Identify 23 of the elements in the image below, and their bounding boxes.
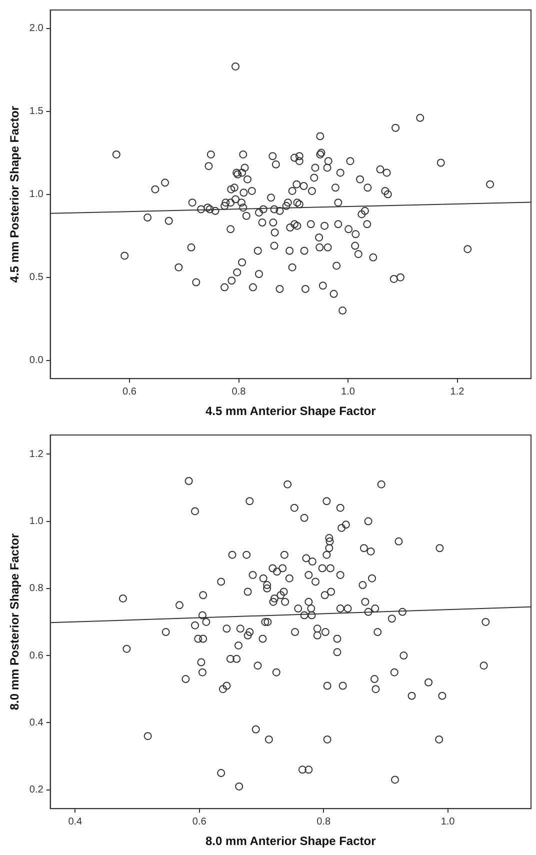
y-tick-label: 0.8 <box>29 583 44 594</box>
y-tick-label: 1.5 <box>29 106 44 118</box>
y-tick-label: 0.5 <box>29 272 44 284</box>
x-tick-label: 0.8 <box>316 816 331 828</box>
y-axis-title: 8.0 mm Posterior Shape Factor <box>8 533 22 710</box>
y-tick-label: 0.2 <box>29 784 44 796</box>
y-tick-label: 1.2 <box>29 448 44 460</box>
x-tick-label: 0.4 <box>68 816 83 828</box>
y-tick-label: 2.0 <box>29 23 44 34</box>
y-tick-label: 0.6 <box>29 650 44 662</box>
x-axis-title: 4.5 mm Anterior Shape Factor <box>206 404 376 418</box>
y-tick-label: 0.4 <box>29 717 44 728</box>
x-axis-title: 8.0 mm Anterior Shape Factor <box>206 834 376 848</box>
y-axis-title: 4.5 mm Posterior Shape Factor <box>8 106 22 283</box>
x-tick-label: 0.8 <box>232 386 246 398</box>
y-tick-label: 1.0 <box>29 189 44 200</box>
x-tick-label: 0.6 <box>192 816 207 828</box>
y-tick-label: 1.0 <box>29 516 44 528</box>
x-tick-label: 1.0 <box>341 386 356 398</box>
y-tick-label: 0.0 <box>29 355 44 366</box>
x-tick-label: 1.2 <box>450 386 465 398</box>
x-tick-label: 0.6 <box>122 386 137 398</box>
x-tick-label: 1.0 <box>440 816 456 828</box>
